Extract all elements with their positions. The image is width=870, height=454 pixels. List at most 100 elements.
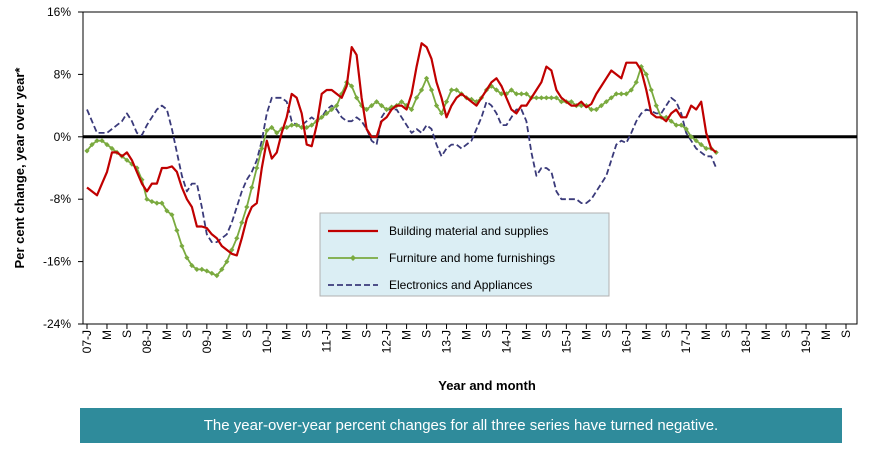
x-tick-label: S: [779, 330, 793, 338]
x-tick-label: M: [460, 330, 474, 340]
x-tick-label: 11-J: [320, 330, 334, 352]
y-tick-label: 8%: [54, 67, 72, 81]
data-point-marker: [588, 106, 594, 113]
data-point-marker: [149, 198, 155, 205]
x-axis-title: Year and month: [438, 378, 536, 393]
x-tick-label: 18-J: [739, 330, 753, 353]
data-point-marker: [508, 87, 515, 93]
x-tick-label: S: [120, 330, 134, 338]
series-line: [86, 96, 718, 243]
data-point-marker: [219, 266, 225, 272]
data-point-marker: [453, 87, 460, 93]
data-point-marker: [648, 87, 654, 93]
series-line: [86, 42, 717, 257]
data-point-marker: [428, 87, 435, 93]
data-point-marker: [553, 95, 559, 101]
data-point-marker: [663, 114, 669, 120]
data-point-marker: [513, 91, 520, 97]
data-point-marker: [653, 103, 659, 109]
data-point-marker: [468, 96, 475, 102]
data-point-marker: [418, 87, 425, 93]
data-point-marker: [349, 83, 355, 89]
data-point-marker: [558, 99, 564, 105]
data-point-marker: [693, 138, 699, 144]
data-point-marker: [304, 124, 310, 131]
x-tick-label: 08-J: [140, 330, 154, 353]
series-layer: [84, 42, 719, 279]
data-point-marker: [264, 127, 270, 134]
data-point-marker: [398, 99, 405, 105]
data-point-marker: [229, 247, 235, 253]
data-point-marker: [254, 165, 260, 171]
data-point-marker: [309, 122, 315, 128]
data-point-marker: [413, 95, 420, 101]
data-point-marker: [374, 99, 380, 105]
data-point-marker: [408, 106, 415, 113]
data-point-marker: [568, 99, 574, 105]
data-point-marker: [109, 145, 115, 152]
data-point-marker: [448, 87, 455, 93]
x-tick-label: 16-J: [619, 330, 633, 353]
legend-label: Building material and supplies: [389, 224, 548, 238]
x-tick-label: S: [479, 330, 493, 338]
data-point-marker: [369, 103, 375, 109]
data-point-marker: [673, 122, 679, 128]
x-tick-label: M: [280, 330, 294, 340]
data-point-marker: [384, 106, 390, 113]
data-point-marker: [204, 268, 210, 274]
data-point-marker: [224, 259, 230, 265]
x-tick-label: M: [519, 330, 533, 340]
data-point-marker: [618, 91, 624, 97]
data-point-marker: [284, 124, 290, 131]
summary-banner: The year-over-year percent changes for a…: [80, 408, 842, 443]
legend-box: [319, 212, 610, 297]
data-point-marker: [603, 99, 609, 105]
data-point-marker: [99, 138, 105, 144]
data-point-marker: [548, 95, 554, 101]
data-point-marker: [199, 266, 205, 272]
y-tick-label: 16%: [47, 5, 71, 19]
x-tick-label: M: [579, 330, 593, 340]
data-point-marker: [249, 184, 255, 191]
data-point-marker: [493, 87, 500, 93]
x-tick-label: M: [160, 330, 174, 340]
data-point-marker: [334, 103, 340, 109]
data-point-marker: [423, 75, 430, 81]
data-point-marker: [533, 95, 540, 101]
data-point-marker: [433, 103, 440, 109]
x-tick-label: S: [719, 330, 733, 338]
data-point-marker: [189, 262, 195, 269]
data-point-marker: [403, 103, 410, 109]
data-point-marker: [623, 91, 629, 97]
data-point-marker: [234, 235, 240, 241]
data-point-marker: [159, 200, 165, 206]
data-point-marker: [89, 142, 95, 148]
x-tick-label: S: [360, 330, 374, 338]
y-tick-label: -16%: [43, 255, 71, 269]
x-tick-label: 17-J: [679, 330, 693, 353]
data-point-marker: [174, 227, 180, 233]
y-tick-label: -8%: [50, 192, 72, 206]
data-point-marker: [438, 110, 445, 116]
data-point-marker: [274, 130, 280, 136]
x-tick-label: M: [639, 330, 653, 340]
data-point-marker: [104, 142, 110, 148]
data-point-marker: [633, 79, 639, 85]
data-point-marker: [523, 91, 530, 97]
data-point-marker: [498, 91, 505, 97]
x-tick-label: M: [699, 330, 713, 340]
data-point-marker: [608, 95, 614, 101]
data-point-marker: [194, 266, 200, 272]
data-point-marker: [698, 142, 704, 148]
x-tick-label: 13-J: [440, 330, 454, 353]
y-axis-title: Per cent change, year over year*: [12, 67, 27, 269]
data-point-marker: [324, 110, 330, 116]
y-tick-label: -24%: [43, 317, 71, 331]
x-tick-label: 07-J: [80, 330, 94, 353]
legend-marker: [350, 255, 356, 261]
data-point-marker: [593, 106, 599, 113]
data-point-marker: [678, 122, 684, 128]
x-tick-label: M: [220, 330, 234, 340]
legend-label: Electronics and Appliances: [389, 278, 532, 292]
x-tick-label: S: [180, 330, 194, 338]
